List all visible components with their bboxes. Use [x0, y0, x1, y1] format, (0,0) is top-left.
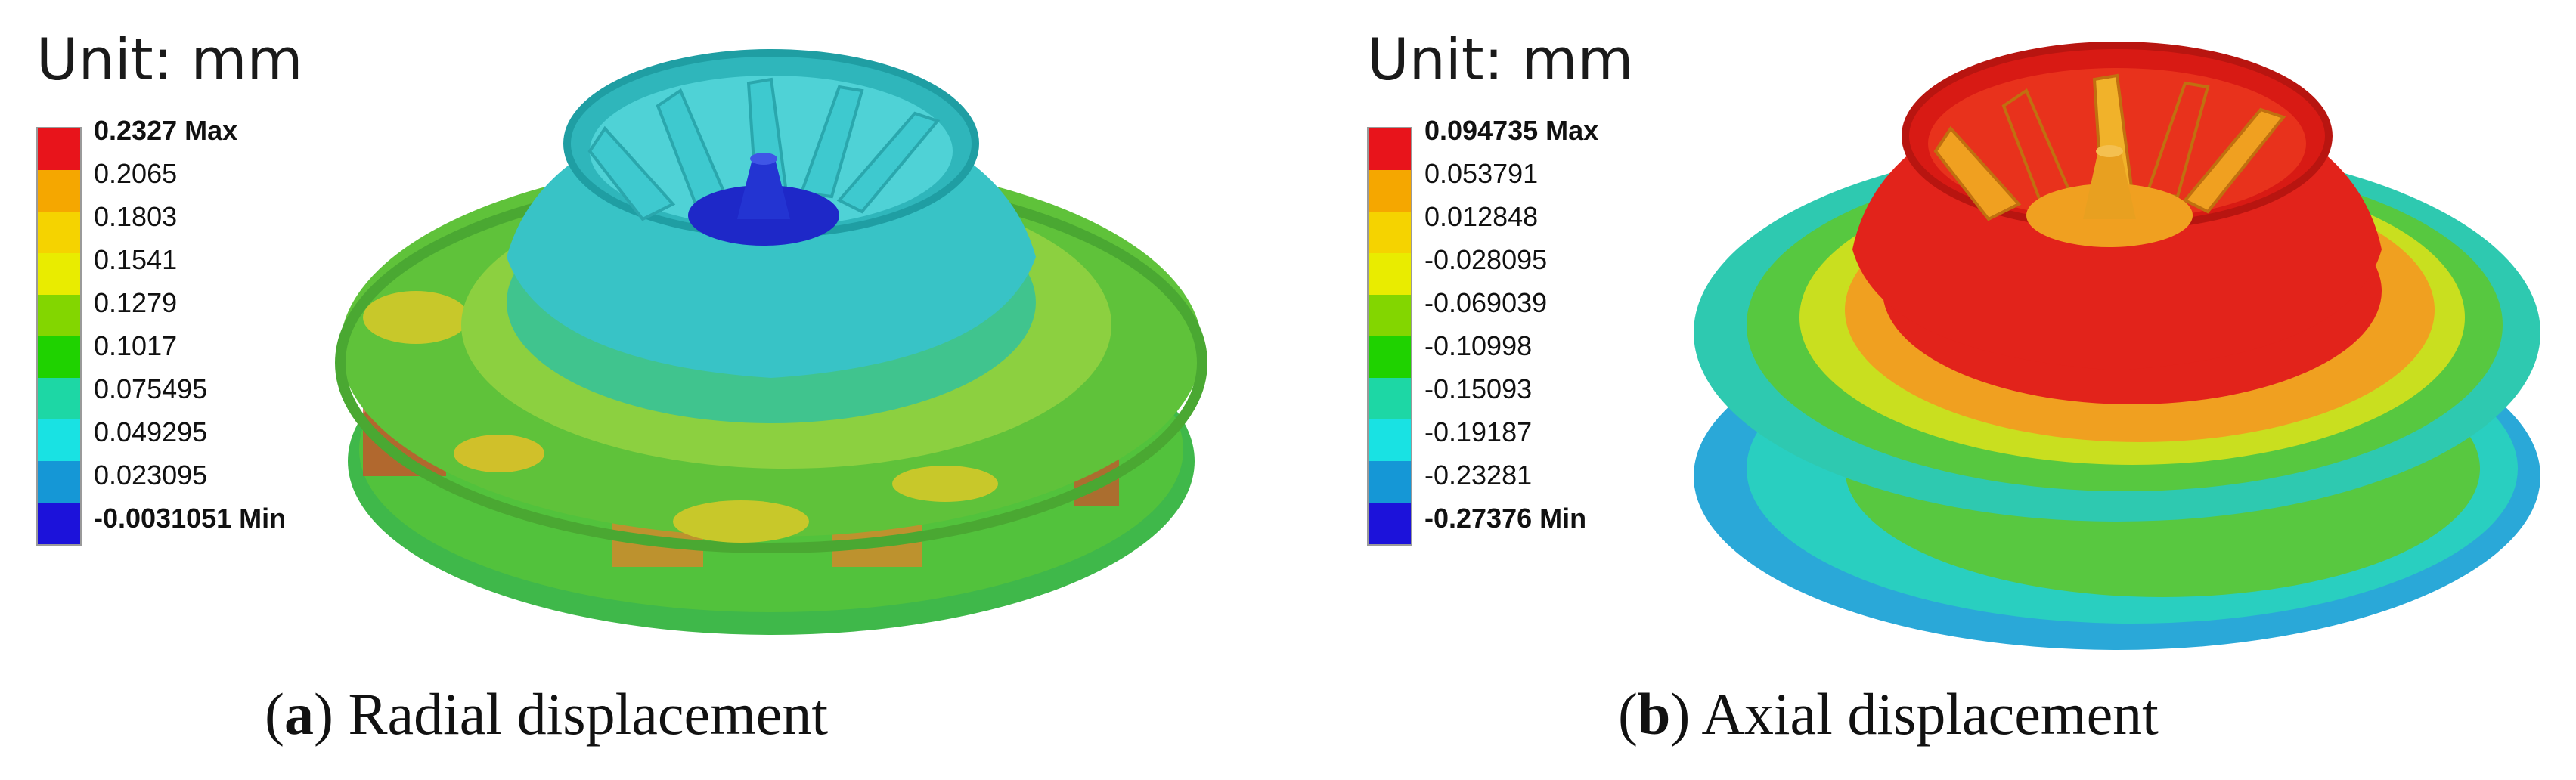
- legend-value: 0.1541: [94, 244, 178, 275]
- legend-swatch: [1369, 461, 1411, 503]
- legend-swatch: [1369, 295, 1411, 336]
- caption-axial: (b) Axial displacement: [1618, 681, 2159, 747]
- panel-axial: Unit: mm 0.094735 Max 0.053791 0.012848 …: [1285, 0, 2576, 780]
- legend-value: 0.1279: [94, 287, 178, 318]
- legend-swatch: [38, 212, 80, 253]
- legend-value: -0.23281: [1424, 460, 1533, 491]
- legend-swatch: [38, 170, 80, 212]
- legend-labels: 0.2327 Max 0.2065 0.1803 0.1541 0.1279 0…: [94, 115, 287, 552]
- legend-swatch: [38, 128, 80, 170]
- caption-text: Axial displacement: [1701, 681, 2159, 747]
- legend-value: -0.15093: [1424, 373, 1533, 404]
- caption-letter: b: [1637, 681, 1671, 747]
- legend-value: 0.1803: [94, 201, 178, 232]
- legend-color-bar: [1367, 127, 1412, 546]
- legend-value: -0.028095: [1424, 244, 1548, 275]
- legend-swatch: [1369, 253, 1411, 295]
- legend-swatch: [38, 378, 80, 419]
- legend-min-label: -0.27376 Min: [1424, 503, 1587, 534]
- legend-max-label: 0.2327 Max: [94, 115, 238, 146]
- impeller-radial-contour: [335, 49, 1207, 635]
- caption-radial: (a) Radial displacement: [265, 681, 829, 747]
- legend-min-label: -0.0031051 Min: [94, 503, 287, 534]
- legend-value: 0.075495: [94, 373, 208, 404]
- legend-value: -0.10998: [1424, 330, 1533, 361]
- legend-swatch: [1369, 378, 1411, 419]
- legend-value: 0.023095: [94, 460, 208, 491]
- legend-value: 0.1017: [94, 330, 178, 361]
- legend-color-bar: [36, 127, 82, 546]
- legend-value: 0.049295: [94, 416, 208, 447]
- legend-swatch: [1369, 128, 1411, 170]
- legend-value: -0.19187: [1424, 416, 1533, 447]
- legend-swatch: [1369, 419, 1411, 461]
- legend-swatch: [38, 336, 80, 378]
- legend-swatch: [1369, 170, 1411, 212]
- legend-value: -0.069039: [1424, 287, 1548, 318]
- legend-value: 0.053791: [1424, 158, 1539, 189]
- legend-swatch: [1369, 212, 1411, 253]
- legend-value: 0.2065: [94, 158, 178, 189]
- legend-swatch: [38, 461, 80, 503]
- unit-label: Unit: mm: [1367, 26, 1634, 93]
- legend-swatch: [38, 419, 80, 461]
- legend-swatch: [1369, 503, 1411, 544]
- hub-tip: [750, 153, 777, 165]
- hub-tip: [2096, 145, 2123, 157]
- unit-label: Unit: mm: [36, 26, 303, 93]
- legend-swatch: [38, 503, 80, 544]
- legend-max-label: 0.094735 Max: [1424, 115, 1599, 146]
- legend-swatch: [38, 253, 80, 295]
- legend-swatch: [38, 295, 80, 336]
- legend-labels: 0.094735 Max 0.053791 0.012848 -0.028095…: [1424, 115, 1599, 552]
- caption-text: Radial displacement: [348, 681, 829, 747]
- panel-radial: Unit: mm 0.2327 Max 0.2065 0.1803 0.1541…: [0, 0, 1285, 780]
- caption-letter: a: [284, 681, 314, 747]
- legend-swatch: [1369, 336, 1411, 378]
- legend-value: 0.012848: [1424, 201, 1539, 232]
- hub-cone: [737, 159, 790, 219]
- impeller-axial-contour: [1694, 42, 2540, 650]
- hub-cone: [2083, 151, 2136, 219]
